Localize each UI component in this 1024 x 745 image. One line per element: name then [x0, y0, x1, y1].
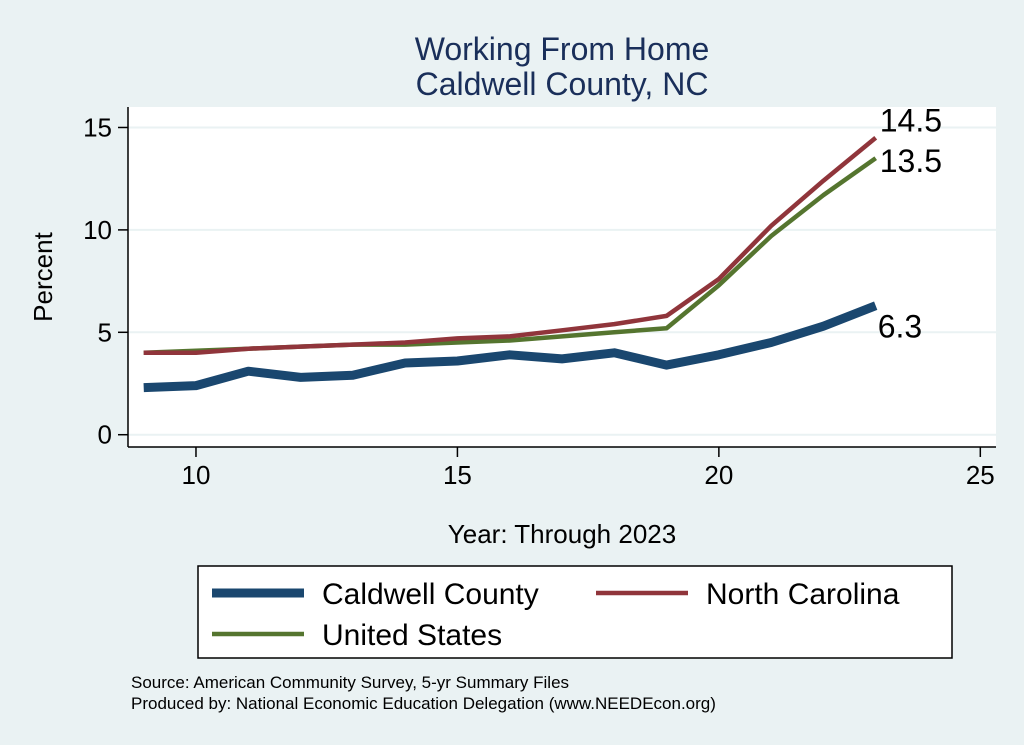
legend-box: [197, 565, 953, 659]
x-tick-label: 25: [966, 460, 995, 490]
axes: [118, 107, 996, 457]
tick-labels: 0 5 10 15 10 15 20 25: [83, 112, 995, 490]
x-tick-label: 20: [704, 460, 733, 490]
y-tick-label: 5: [98, 317, 112, 347]
x-axis-title: Year: Through 2023: [448, 519, 676, 549]
plot-area: [128, 107, 996, 447]
series-lines: [143, 135, 878, 393]
legend-label-north-carolina: North Carolina: [706, 578, 900, 611]
y-tick-label: 0: [98, 420, 112, 450]
legend: Caldwell County North Carolina United Stat…: [212, 578, 900, 652]
x-tick-label: 15: [443, 460, 472, 490]
legend-label-united-states: United States: [322, 619, 502, 652]
chart-title-line-2: Caldwell County, NC: [416, 66, 709, 102]
source-note: Source: American Community Survey, 5-yr …: [131, 673, 569, 692]
end-label-united-states: 13.5: [880, 143, 942, 179]
chart-title-line-1: Working From Home: [415, 31, 710, 67]
caldwell-county-line: [143, 301, 878, 393]
end-label-caldwell-county: 6.3: [878, 309, 922, 345]
north-carolina-line: [143, 135, 878, 356]
y-axis-title: Percent: [28, 231, 58, 321]
x-tick-label: 10: [182, 460, 211, 490]
end-label-north-carolina: 14.5: [880, 103, 942, 139]
producer-note: Produced by: National Economic Education…: [131, 694, 716, 713]
legend-label-caldwell-county: Caldwell County: [322, 578, 539, 611]
gridlines: [128, 126, 996, 436]
end-labels: 6.3 14.5 13.5: [878, 103, 942, 345]
y-tick-label: 10: [83, 215, 112, 245]
y-tick-label: 15: [83, 112, 112, 142]
